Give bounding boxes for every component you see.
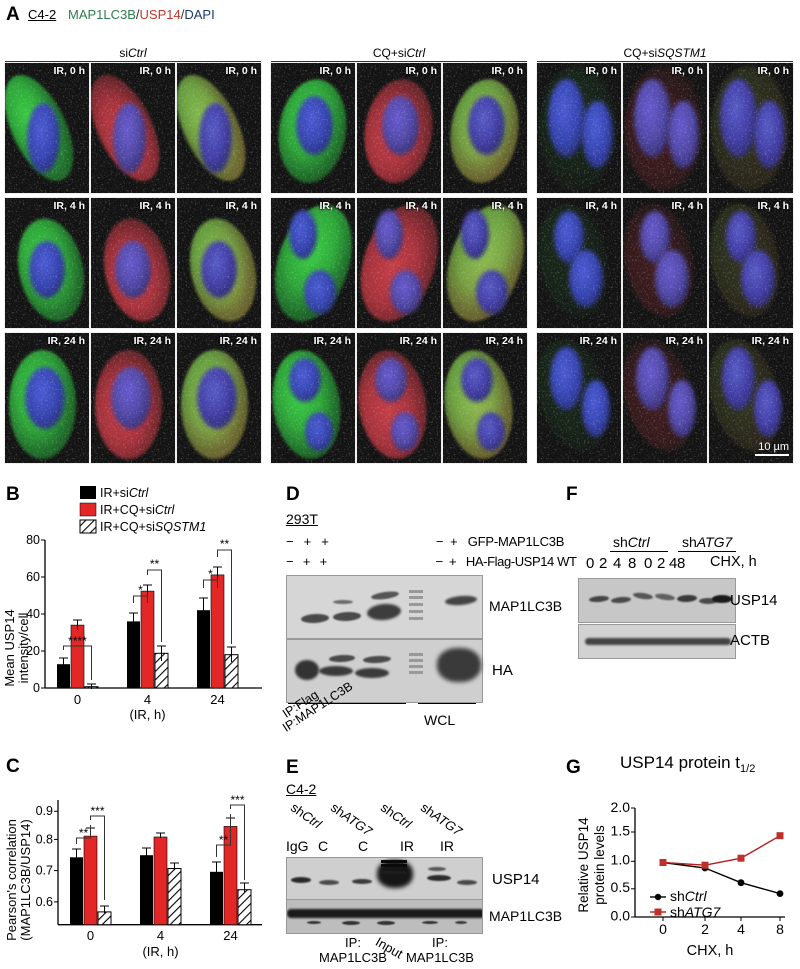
svg-text:IR+CQ+siCtrl: IR+CQ+siCtrl [100,503,176,517]
svg-text:**: ** [79,826,89,840]
svg-text:Relative USP14: Relative USP14 [576,817,591,913]
svg-text:intensity/cell: intensity/cell [16,612,31,683]
svg-text:(IR, h): (IR, h) [142,944,178,959]
svg-text:**: ** [150,557,160,571]
svg-text:0.9: 0.9 [36,804,53,818]
svg-text:0: 0 [33,681,40,695]
svg-text:****: **** [68,634,87,648]
svg-text:(IR, h): (IR, h) [129,707,165,722]
svg-text:1.5: 1.5 [611,823,631,839]
svg-text:0.8: 0.8 [36,832,53,846]
svg-text:**: ** [220,537,230,551]
svg-text:0.6: 0.6 [36,895,53,909]
svg-text:*: * [208,567,213,581]
svg-text:0.7: 0.7 [36,864,53,878]
svg-text:8: 8 [776,921,784,937]
svg-text:Mean USP14: Mean USP14 [2,609,17,686]
svg-text:2: 2 [701,921,709,937]
svg-text:*: * [138,583,143,597]
svg-text:**: ** [219,833,229,847]
svg-text:4: 4 [157,928,164,943]
svg-text:4: 4 [737,921,745,937]
svg-text:IR+CQ+siSQSTM1: IR+CQ+siSQSTM1 [100,520,206,534]
svg-text:2.0: 2.0 [611,800,631,815]
svg-text:24: 24 [210,692,224,707]
svg-text:60: 60 [26,570,40,584]
svg-text:1.0: 1.0 [611,852,631,868]
svg-text:shATG7: shATG7 [670,904,722,920]
svg-text:0: 0 [74,692,81,707]
svg-text:IR+siCtrl: IR+siCtrl [100,486,149,500]
svg-text:***: *** [230,793,244,807]
svg-text:24: 24 [223,928,237,943]
svg-text:0.5: 0.5 [611,879,631,895]
svg-text:0: 0 [659,921,667,937]
svg-text:CHX, h: CHX, h [687,943,734,959]
svg-text:protein levels: protein levels [592,825,607,905]
svg-text:0: 0 [87,928,94,943]
svg-text:***: *** [90,804,104,818]
svg-text:4: 4 [144,692,151,707]
svg-text:0.0: 0.0 [611,908,631,924]
svg-text:shCtrl: shCtrl [670,888,707,904]
svg-text:(MAP1LC3B/USP14): (MAP1LC3B/USP14) [18,819,33,940]
svg-text:Pearson's correlation: Pearson's correlation [4,819,19,941]
svg-text:80: 80 [26,533,40,547]
